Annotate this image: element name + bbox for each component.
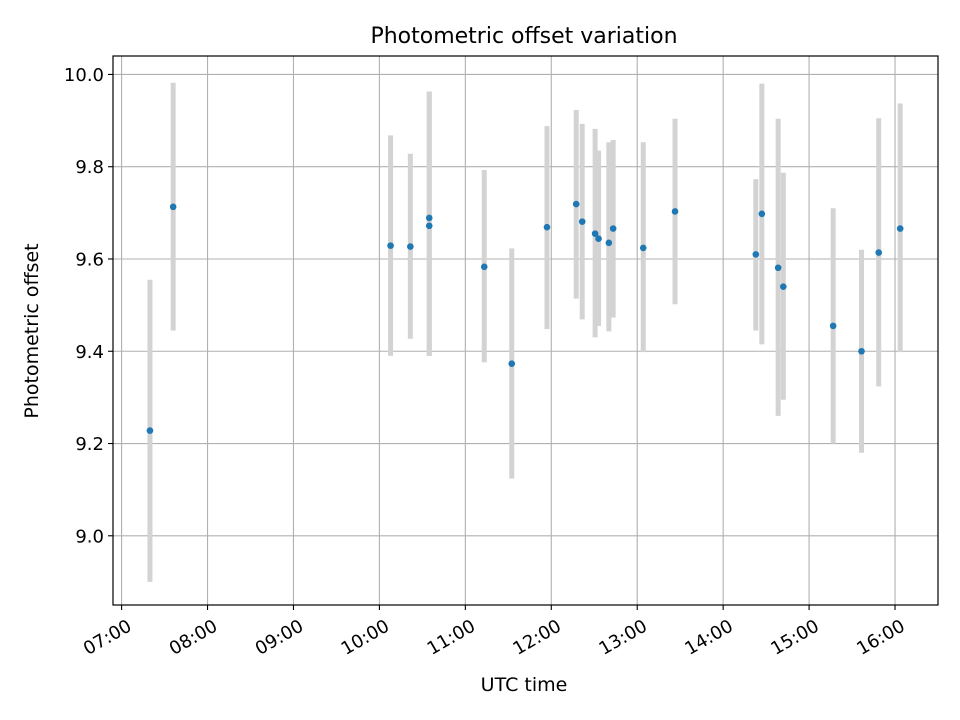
data-point: [578, 218, 586, 225]
data-point: [875, 249, 883, 256]
data-point: [752, 251, 760, 258]
data-point: [543, 223, 551, 231]
x-axis-label: UTC time: [481, 674, 568, 696]
data-point: [425, 222, 433, 230]
x-tick-label: 15:00: [767, 616, 822, 660]
y-tick-label: 9.0: [75, 526, 104, 547]
data-point: [387, 242, 394, 249]
data-point: [774, 264, 782, 272]
y-tick-label: 9.4: [75, 342, 104, 363]
data-point: [595, 235, 602, 242]
data-point: [508, 360, 516, 368]
y-tick-label: 9.2: [75, 434, 104, 455]
data-point: [671, 208, 679, 215]
error-bars: [147, 82, 903, 582]
data-point: [609, 225, 617, 232]
data-point: [407, 243, 414, 250]
data-point: [480, 263, 488, 271]
x-tick-label: 07:00: [80, 616, 135, 660]
data-point: [858, 347, 865, 355]
y-tick-label: 9.8: [75, 157, 104, 178]
data-point: [780, 283, 787, 290]
x-tick-label: 13:00: [595, 616, 650, 660]
plot-area-frame: [112, 55, 939, 606]
x-tick-label: 16:00: [853, 616, 908, 660]
data-point: [829, 322, 837, 330]
x-tick-label: 09:00: [252, 616, 307, 660]
data-point: [758, 210, 766, 218]
y-tick-label: 10.0: [64, 65, 104, 86]
data-point: [591, 230, 599, 237]
x-tick-label: 08:00: [166, 616, 221, 660]
y-tick-label: 9.6: [75, 249, 104, 270]
chart-title: Photometric offset variation: [370, 24, 677, 49]
data-point: [605, 239, 613, 247]
y-axis-label: Photometric offset: [21, 243, 43, 418]
data-point: [639, 244, 647, 252]
x-tick-label: 10:00: [338, 616, 393, 660]
data-point: [425, 214, 433, 222]
data-point: [146, 427, 154, 434]
data-point: [896, 225, 904, 232]
x-tick-label: 12:00: [510, 616, 565, 660]
grid-lines: [113, 56, 938, 605]
x-tick-label: 11:00: [424, 616, 479, 660]
data-points: [146, 200, 904, 434]
x-tick-label: 14:00: [681, 616, 736, 660]
data-point: [572, 200, 580, 208]
data-point: [169, 203, 177, 211]
